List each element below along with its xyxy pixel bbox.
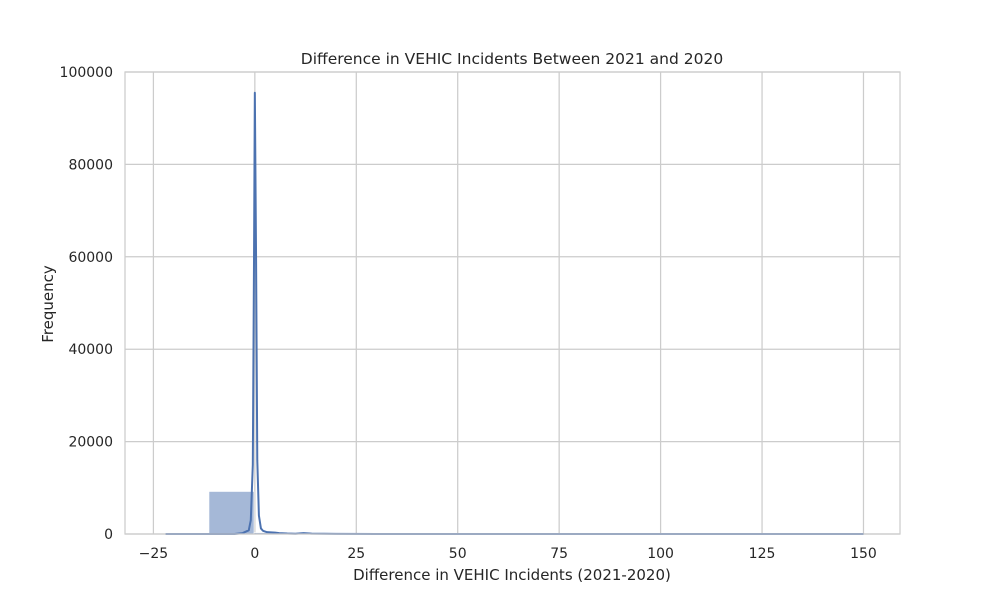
chart-title: Difference in VEHIC Incidents Between 20…: [301, 50, 723, 68]
y-tick-label: 0: [104, 527, 113, 543]
x-tick-label: 0: [250, 546, 259, 562]
x-tick-label: 25: [347, 546, 365, 562]
y-tick-label: 100000: [60, 65, 113, 81]
x-tick-label: −25: [139, 546, 169, 562]
y-tick-label: 60000: [68, 250, 113, 266]
x-tick-label: 125: [749, 546, 776, 562]
x-tick-label: 100: [647, 546, 674, 562]
y-tick-label: 40000: [68, 342, 113, 358]
y-axis-ticks: 0 20000 40000 60000 80000 100000: [60, 65, 113, 543]
histogram-bar: [208, 491, 255, 535]
y-axis-label: Frequency: [39, 265, 57, 343]
y-tick-label: 80000: [68, 157, 113, 173]
x-tick-label: 150: [850, 546, 877, 562]
y-tick-label: 20000: [68, 435, 113, 451]
x-tick-label: 50: [449, 546, 467, 562]
x-tick-label: 75: [550, 546, 568, 562]
x-axis-label: Difference in VEHIC Incidents (2021-2020…: [353, 566, 671, 584]
x-axis-ticks: −25 0 25 50 75 100 125 150: [139, 546, 877, 562]
plot-frame: [124, 71, 901, 535]
